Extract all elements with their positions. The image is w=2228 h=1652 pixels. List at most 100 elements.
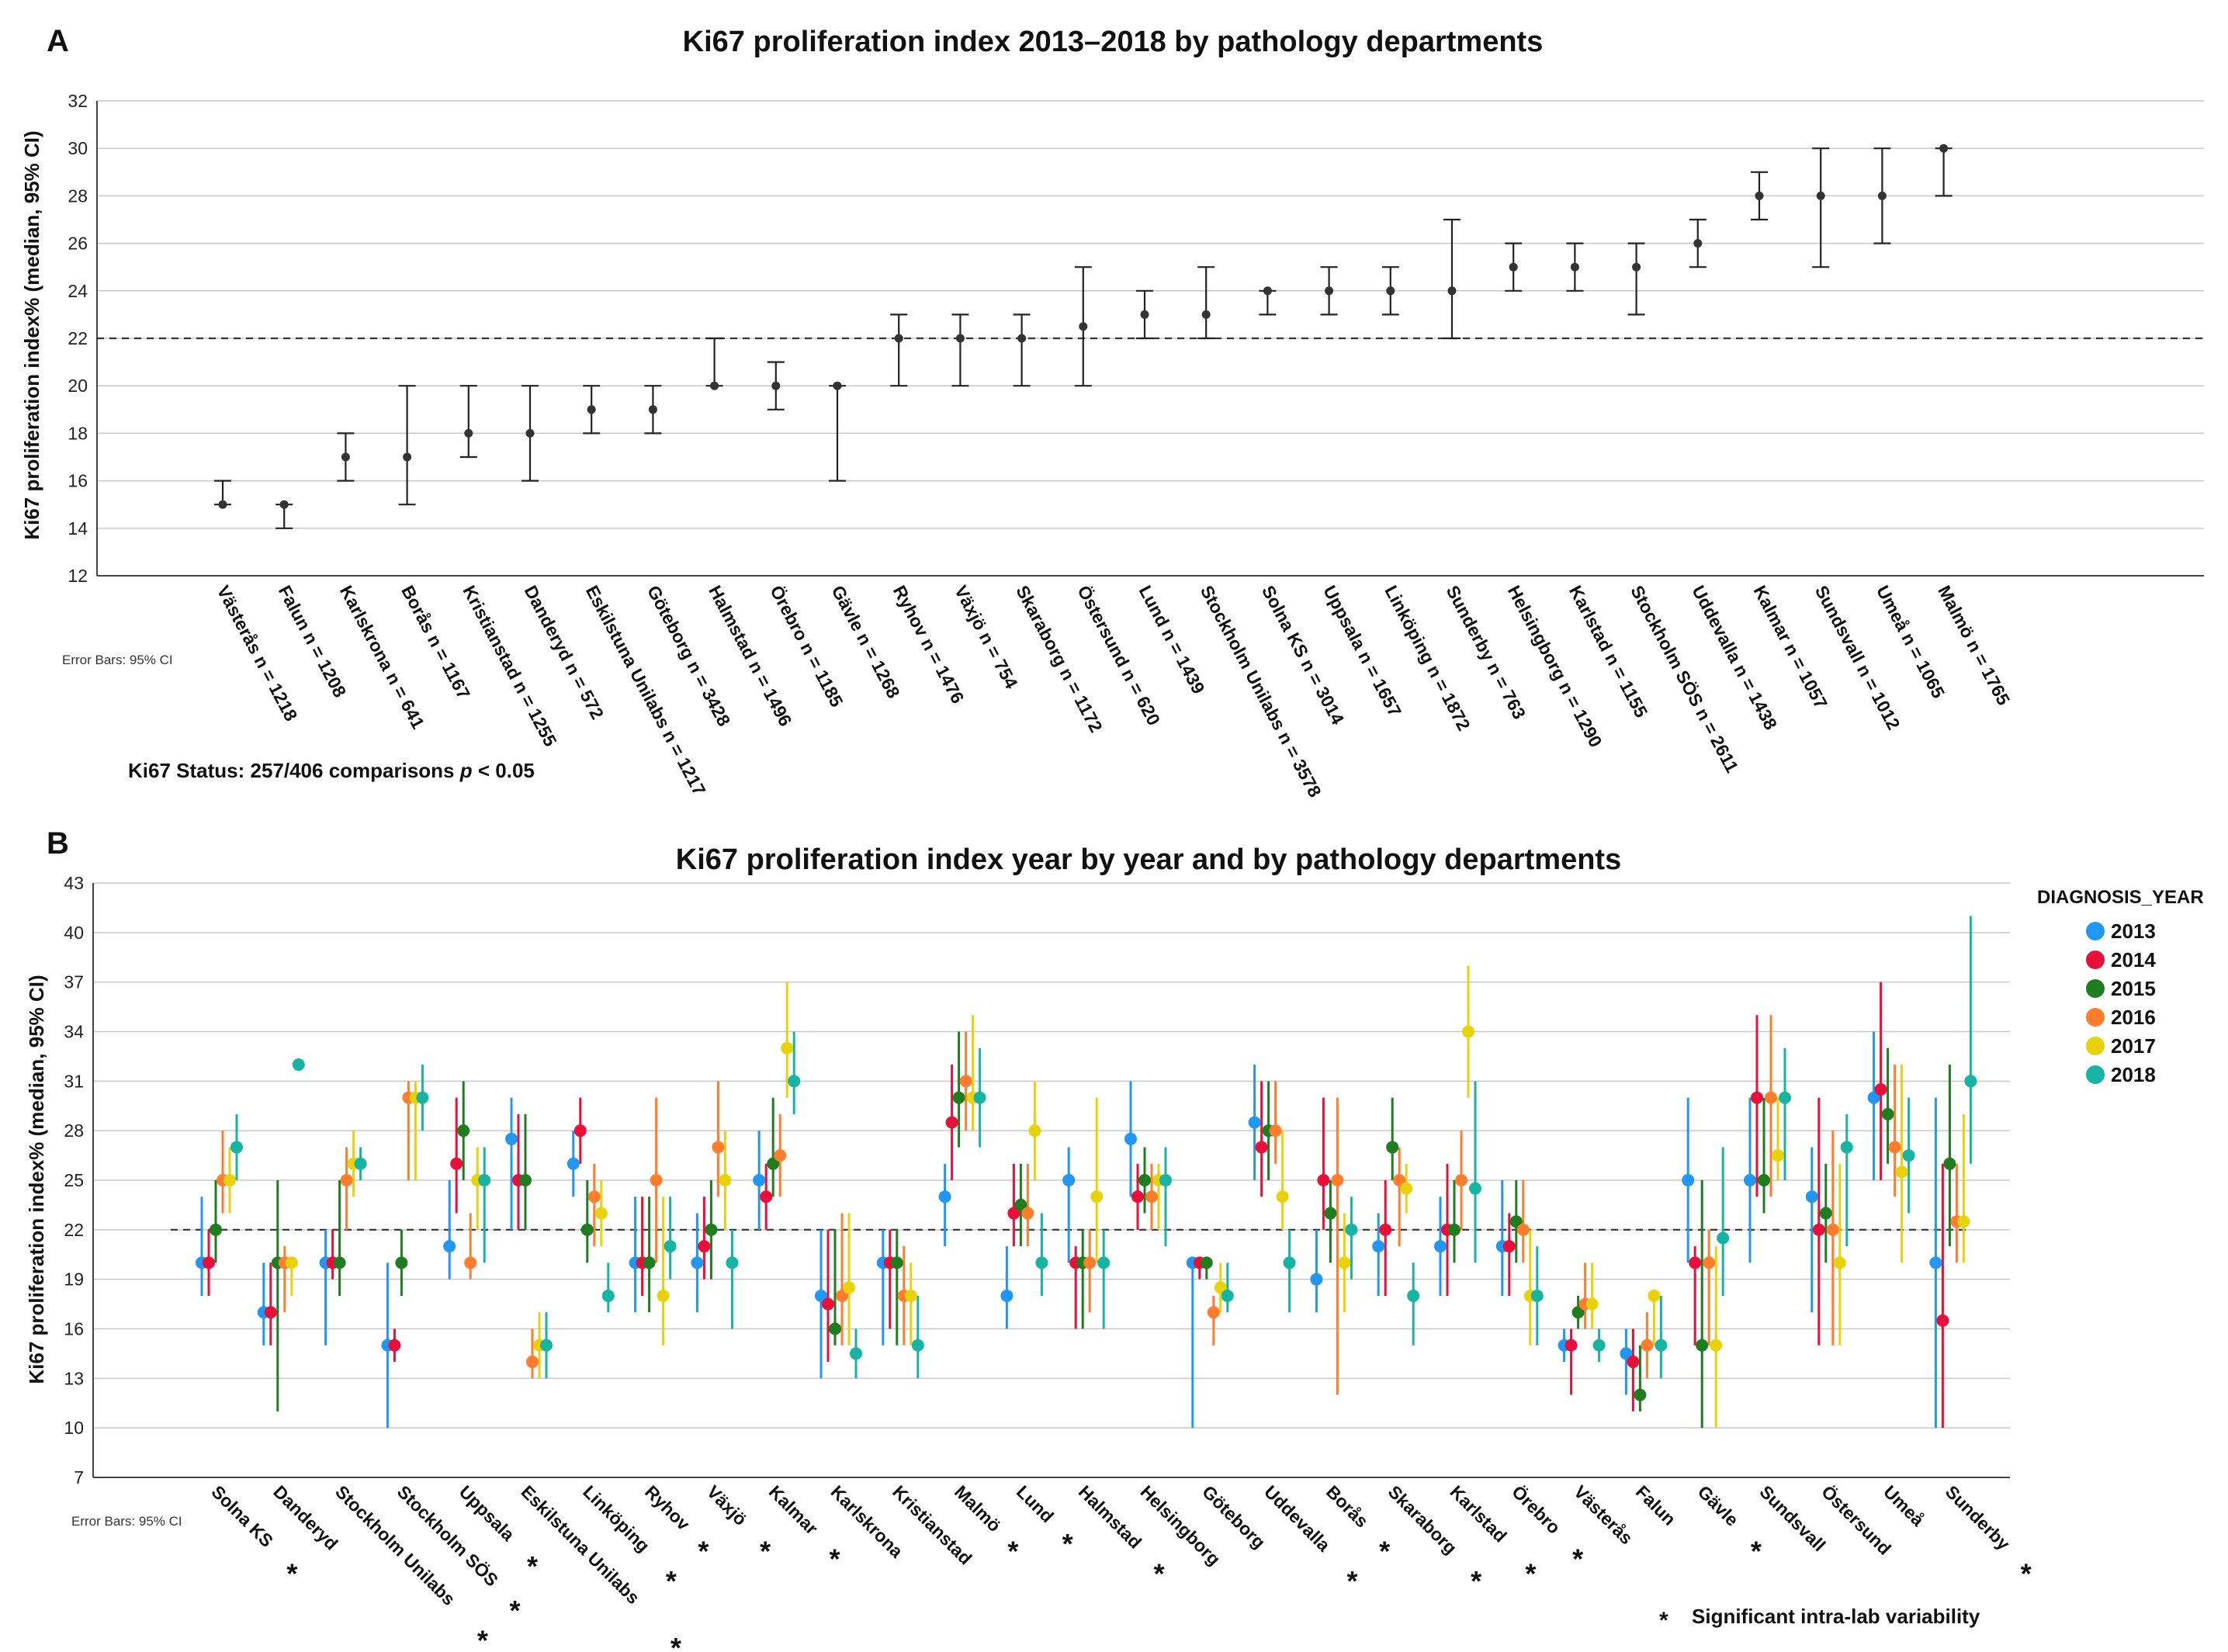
median-point-2017 bbox=[719, 1174, 732, 1186]
significance-star: * bbox=[1572, 1543, 1583, 1574]
x-tick-label-b: Halmstad bbox=[1075, 1481, 1146, 1553]
x-tick-label-b: Västerås bbox=[1570, 1481, 1637, 1548]
significance-star: * bbox=[760, 1536, 771, 1567]
median-point-a bbox=[1447, 286, 1457, 296]
median-point-2015 bbox=[1819, 1207, 1832, 1220]
median-point-2018 bbox=[601, 1289, 615, 1302]
median-point-2017 bbox=[285, 1256, 298, 1269]
y-tick-label-b: 31 bbox=[64, 1071, 84, 1091]
median-point-2013 bbox=[815, 1289, 827, 1302]
y-tick-label-b: 37 bbox=[64, 972, 84, 992]
median-point-2015 bbox=[1571, 1306, 1585, 1319]
median-point-2016 bbox=[1516, 1223, 1530, 1236]
median-point-2017 bbox=[1028, 1124, 1041, 1138]
median-point-a bbox=[648, 405, 657, 414]
median-point-2013 bbox=[1000, 1289, 1014, 1302]
median-point-2017 bbox=[1585, 1297, 1599, 1311]
median-point-2015 bbox=[1014, 1198, 1027, 1211]
median-point-2013 bbox=[1805, 1190, 1818, 1204]
median-point-2017 bbox=[1957, 1215, 1970, 1228]
y-tick-label-b: 16 bbox=[64, 1319, 84, 1339]
median-point-2016 bbox=[1703, 1256, 1716, 1269]
median-point-2016 bbox=[1455, 1174, 1467, 1186]
x-tick-label-a: Lund n = 1439 bbox=[1135, 582, 1209, 697]
median-point-a bbox=[1263, 286, 1272, 296]
panel-a-ylabel: Ki67 proliferation index% (median, 95% C… bbox=[20, 130, 43, 539]
x-tick-label-b: Växjö bbox=[703, 1481, 751, 1529]
x-tick-label-b: Danderyd bbox=[269, 1481, 341, 1553]
median-point-2016 bbox=[1331, 1174, 1344, 1186]
y-tick-label-b: 10 bbox=[64, 1418, 84, 1438]
median-point-2014 bbox=[1751, 1091, 1763, 1104]
median-point-2018 bbox=[1159, 1174, 1172, 1186]
significance-star: * bbox=[1347, 1565, 1358, 1597]
median-point-2017 bbox=[781, 1041, 794, 1055]
x-tick-label-b: Sunderby bbox=[1942, 1481, 2015, 1554]
median-point-2014 bbox=[1627, 1356, 1640, 1369]
median-point-2014 bbox=[822, 1297, 834, 1311]
median-point-2016 bbox=[650, 1174, 663, 1186]
median-point-2013 bbox=[1310, 1273, 1323, 1286]
median-point-2016 bbox=[340, 1174, 353, 1186]
x-tick-label-a: Stockholm SÖS n = 2611 bbox=[1627, 582, 1742, 776]
median-point-2014 bbox=[1131, 1190, 1144, 1204]
median-point-2017 bbox=[1090, 1190, 1104, 1204]
x-tick-label-a: Falun n = 1208 bbox=[275, 582, 351, 701]
median-point-2018 bbox=[1902, 1149, 1915, 1162]
median-point-2015 bbox=[1758, 1174, 1770, 1186]
significance-star: * bbox=[2021, 1557, 2032, 1589]
median-point-2013 bbox=[505, 1132, 518, 1145]
significance-star: * bbox=[286, 1557, 297, 1589]
median-point-2016 bbox=[1765, 1091, 1777, 1104]
median-point-2017 bbox=[1772, 1149, 1784, 1162]
median-point-2016 bbox=[1083, 1256, 1097, 1269]
median-point-2013 bbox=[938, 1190, 951, 1204]
legend-swatch-2013 bbox=[2086, 922, 2105, 940]
x-tick-label-b: Örebro bbox=[1508, 1481, 1564, 1538]
median-point-2014 bbox=[1502, 1240, 1516, 1253]
median-point-2015 bbox=[1881, 1107, 1894, 1120]
panel-a-errorbar-note: Error Bars: 95% CI bbox=[62, 653, 173, 667]
median-point-2014 bbox=[1689, 1256, 1702, 1269]
median-point-2016 bbox=[1207, 1306, 1220, 1319]
median-point-2015 bbox=[890, 1256, 903, 1269]
median-point-2018 bbox=[1035, 1256, 1048, 1269]
x-tick-label-a: Gävle n = 1268 bbox=[828, 582, 904, 701]
x-tick-label-b: Lund bbox=[1013, 1481, 1058, 1526]
median-point-a bbox=[1755, 191, 1764, 200]
median-point-2015 bbox=[1200, 1256, 1213, 1269]
median-point-2015 bbox=[643, 1256, 656, 1269]
panel-a-status: Ki67 Status: 257/406 comparisons p < 0.0… bbox=[128, 759, 535, 782]
x-tick-label-b: Falun bbox=[1632, 1481, 1680, 1529]
median-point-2013 bbox=[1867, 1091, 1880, 1104]
median-point-2013 bbox=[1744, 1174, 1756, 1186]
y-tick-label-b: 7 bbox=[74, 1467, 84, 1487]
median-point-2014 bbox=[264, 1306, 277, 1319]
median-point-2018 bbox=[664, 1240, 677, 1253]
median-point-2018 bbox=[1221, 1289, 1234, 1302]
significance-star: * bbox=[509, 1595, 520, 1626]
median-point-2018 bbox=[1964, 1075, 1977, 1088]
median-point-a bbox=[771, 381, 781, 390]
legend-swatch-2016 bbox=[2086, 1008, 2105, 1027]
legend-label-2015: 2015 bbox=[2111, 977, 2156, 1000]
median-point-2018 bbox=[1592, 1339, 1606, 1352]
median-point-2016 bbox=[1826, 1223, 1839, 1236]
footnote-star: * bbox=[1659, 1608, 1668, 1633]
panel-b-ylabel: Ki67 proliferation index% (median, 95% C… bbox=[25, 975, 48, 1384]
median-point-2013 bbox=[1434, 1240, 1447, 1253]
y-tick-label-b: 13 bbox=[64, 1368, 84, 1388]
median-point-a bbox=[1140, 310, 1149, 319]
x-tick-label-b: Sundsvall bbox=[1755, 1481, 1829, 1555]
significance-star: * bbox=[666, 1565, 677, 1597]
x-tick-label-b: Karlstad bbox=[1446, 1481, 1510, 1546]
median-point-2018 bbox=[911, 1339, 924, 1352]
median-point-a bbox=[1201, 310, 1211, 319]
median-point-2018 bbox=[1407, 1289, 1420, 1302]
legend-label-2013: 2013 bbox=[2111, 920, 2156, 943]
y-tick-label-a: 24 bbox=[68, 281, 88, 301]
median-point-a bbox=[1079, 322, 1088, 331]
status-suffix: < 0.05 bbox=[473, 759, 535, 782]
median-point-2015 bbox=[829, 1322, 841, 1335]
median-point-2018 bbox=[850, 1347, 862, 1360]
